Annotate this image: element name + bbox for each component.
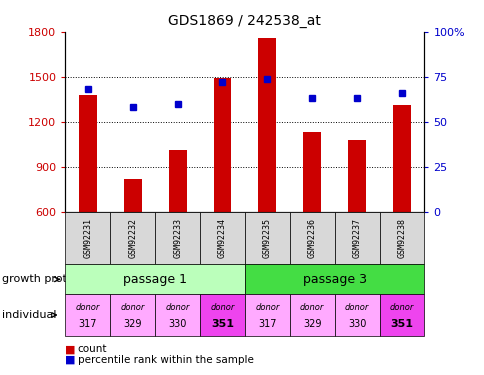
Text: GSM92236: GSM92236 [307,218,316,258]
Text: GSM92234: GSM92234 [217,218,227,258]
Title: GDS1869 / 242538_at: GDS1869 / 242538_at [168,14,321,28]
Text: count: count [77,345,107,354]
Text: ■: ■ [65,345,76,354]
Bar [392,105,410,212]
Text: 351: 351 [211,319,233,329]
Text: donor: donor [344,303,368,312]
Bar [213,78,231,212]
Text: GSM92231: GSM92231 [83,218,92,258]
Text: donor: donor [255,303,279,312]
Text: donor: donor [389,303,413,312]
Text: donor: donor [300,303,324,312]
Text: ■: ■ [65,355,76,365]
Text: 317: 317 [257,319,276,329]
Text: 330: 330 [347,319,365,329]
Bar [168,150,186,212]
Text: 317: 317 [78,319,97,329]
Text: donor: donor [76,303,100,312]
Text: donor: donor [165,303,189,312]
Text: 330: 330 [168,319,186,329]
Bar [123,179,141,212]
Text: 329: 329 [123,319,142,329]
Text: GSM92237: GSM92237 [352,218,361,258]
Text: donor: donor [121,303,145,312]
Bar [258,38,276,212]
Text: donor: donor [210,303,234,312]
Text: growth protocol: growth protocol [2,274,90,284]
Text: GSM92235: GSM92235 [262,218,272,258]
Text: 351: 351 [390,319,412,329]
Text: passage 1: passage 1 [123,273,187,286]
Text: percentile rank within the sample: percentile rank within the sample [77,355,253,365]
Text: individual: individual [2,310,57,320]
Bar [302,132,320,212]
Text: GSM92232: GSM92232 [128,218,137,258]
Text: GSM92238: GSM92238 [396,218,406,258]
Text: GSM92233: GSM92233 [173,218,182,258]
Text: passage 3: passage 3 [302,273,366,286]
Text: 329: 329 [302,319,321,329]
Bar [348,140,365,212]
Bar [79,95,97,212]
